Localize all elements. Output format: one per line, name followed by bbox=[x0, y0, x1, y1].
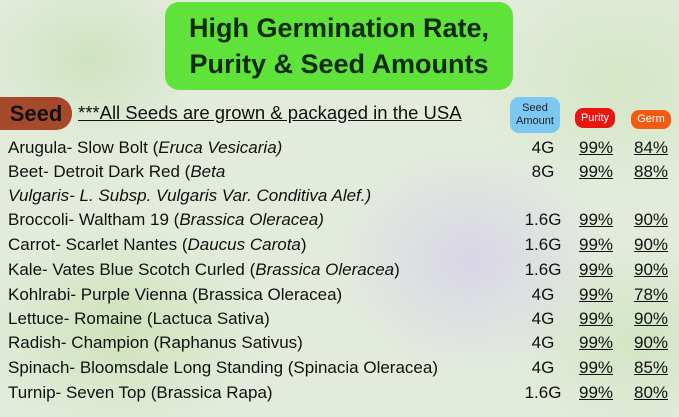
title-line-1: High Germination Rate, bbox=[188, 13, 490, 43]
seed-latin-name: Brassica Oleracea bbox=[255, 260, 395, 279]
purity-value: 99% bbox=[578, 162, 614, 181]
germ-value: 90% bbox=[633, 260, 669, 279]
seed-amount: 4G bbox=[531, 285, 555, 304]
seed-amount: 1.6G bbox=[524, 235, 562, 254]
seed-row: Spinach- Bloomsdale Long Standing (Spina… bbox=[0, 356, 679, 380]
purity-value: 99% bbox=[578, 138, 614, 157]
seed-label-badge: Seed bbox=[0, 97, 72, 130]
purity-value: 99% bbox=[578, 309, 614, 328]
purity-value: 99% bbox=[578, 260, 614, 279]
purity-value: 99% bbox=[578, 333, 614, 352]
germ-value: 85% bbox=[633, 358, 669, 377]
seed-name-text: Lettuce- Romaine (Lactuca Sativa) bbox=[8, 309, 270, 328]
usa-note: ***All Seeds are grown & packaged in the… bbox=[78, 102, 462, 123]
seed-name: Radish- Champion (Raphanus Sativus) bbox=[8, 333, 303, 353]
title-line-2: Purity & Seed Amounts bbox=[189, 49, 489, 79]
seed-name: Beet- Detroit Dark Red (Beta bbox=[8, 162, 225, 182]
seed-name: Spinach- Bloomsdale Long Standing (Spina… bbox=[8, 358, 438, 378]
seed-name: Turnip- Seven Top (Brassica Rapa) bbox=[8, 383, 273, 403]
seed-name: Arugula- Slow Bolt (Eruca Vesicaria) bbox=[8, 138, 282, 158]
seed-latin-name: Eruca Vesicaria) bbox=[158, 138, 283, 157]
germ-header: Germ bbox=[631, 110, 671, 129]
title-banner: High Germination Rate, Purity & Seed Amo… bbox=[165, 2, 513, 90]
seed-row: Carrot- Scarlet Nantes (Daucus Carota) 1… bbox=[0, 233, 679, 257]
germ-value: 90% bbox=[633, 210, 669, 229]
seed-name-text: Beet- Detroit Dark Red ( bbox=[8, 162, 191, 181]
seed-latin-name: Brassica Oleracea) bbox=[179, 210, 324, 229]
germ-value: 90% bbox=[633, 309, 669, 328]
seed-name-text: Kale- Vates Blue Scotch Curled ( bbox=[8, 260, 256, 279]
seed-latin-name: Daucus Carota bbox=[187, 235, 301, 254]
seed-name-text: Broccoli- Waltham 19 ( bbox=[8, 210, 180, 229]
seed-name-text: Kohlrabi- Purple Vienna (Brassica Olerac… bbox=[8, 285, 343, 304]
germ-value: 90% bbox=[633, 235, 669, 254]
seed-name-text: Turnip- Seven Top (Brassica Rapa) bbox=[8, 383, 273, 402]
seed-name: Kohlrabi- Purple Vienna (Brassica Olerac… bbox=[8, 285, 342, 305]
purity-value: 99% bbox=[578, 235, 614, 254]
seed-row: Radish- Champion (Raphanus Sativus) 4G 9… bbox=[0, 331, 679, 355]
seed-row: Lettuce- Romaine (Lactuca Sativa) 4G 99%… bbox=[0, 307, 679, 331]
seed-amount: 1.6G bbox=[524, 260, 562, 279]
seed-amount: 4G bbox=[531, 333, 555, 352]
seed-amount-header: Seed Amount bbox=[510, 97, 560, 133]
germ-value: 84% bbox=[633, 138, 669, 157]
seed-name: Carrot- Scarlet Nantes (Daucus Carota) bbox=[8, 235, 307, 255]
purity-value: 99% bbox=[578, 285, 614, 304]
seed-name-text: Carrot- Scarlet Nantes ( bbox=[8, 235, 188, 254]
seed-name-suffix: ) bbox=[300, 235, 307, 254]
purity-value: 99% bbox=[578, 210, 614, 229]
seed-name: Lettuce- Romaine (Lactuca Sativa) bbox=[8, 309, 270, 329]
seed-amount: 1.6G bbox=[524, 210, 562, 229]
germ-value: 88% bbox=[633, 162, 669, 181]
seed-name-text: Spinach- Bloomsdale Long Standing (Spina… bbox=[8, 358, 438, 377]
seed-amount: 1.6G bbox=[524, 383, 562, 402]
seed-row: Kohlrabi- Purple Vienna (Brassica Olerac… bbox=[0, 283, 679, 307]
seed-row: Beet- Detroit Dark Red (Beta 8G 99% 88% bbox=[0, 160, 679, 184]
seed-row: Broccoli- Waltham 19 (Brassica Oleracea)… bbox=[0, 208, 679, 232]
seed-amount: 4G bbox=[531, 138, 555, 157]
seed-name: Broccoli- Waltham 19 (Brassica Oleracea) bbox=[8, 210, 324, 230]
purity-value: 99% bbox=[578, 358, 614, 377]
seed-row: Kale- Vates Blue Scotch Curled (Brassica… bbox=[0, 258, 679, 282]
purity-value: 99% bbox=[578, 383, 614, 402]
seed-name-suffix: ) bbox=[394, 260, 400, 279]
seed-name-text: Arugula- Slow Bolt ( bbox=[8, 138, 159, 157]
germ-value: 90% bbox=[633, 333, 669, 352]
seed-latin-name: Vulgaris- L. Subsp. Vulgaris Var. Condit… bbox=[8, 186, 372, 205]
seed-name: Kale- Vates Blue Scotch Curled (Brassica… bbox=[8, 260, 400, 280]
purity-header: Purity bbox=[575, 108, 615, 128]
seed-amount: 8G bbox=[531, 162, 555, 181]
seed-row: Arugula- Slow Bolt (Eruca Vesicaria) 4G … bbox=[0, 136, 679, 160]
seed-latin-name: Beta bbox=[190, 162, 226, 181]
seed-amount: 4G bbox=[531, 358, 555, 377]
seed-name-text: Radish- Champion (Raphanus Sativus) bbox=[8, 333, 303, 352]
germ-value: 80% bbox=[633, 383, 669, 402]
seed-name: Vulgaris- L. Subsp. Vulgaris Var. Condit… bbox=[8, 186, 371, 206]
seed-amount: 4G bbox=[531, 309, 555, 328]
germ-value: 78% bbox=[633, 285, 669, 304]
seed-row: Vulgaris- L. Subsp. Vulgaris Var. Condit… bbox=[0, 184, 679, 208]
seed-row: Turnip- Seven Top (Brassica Rapa) 1.6G 9… bbox=[0, 381, 679, 405]
